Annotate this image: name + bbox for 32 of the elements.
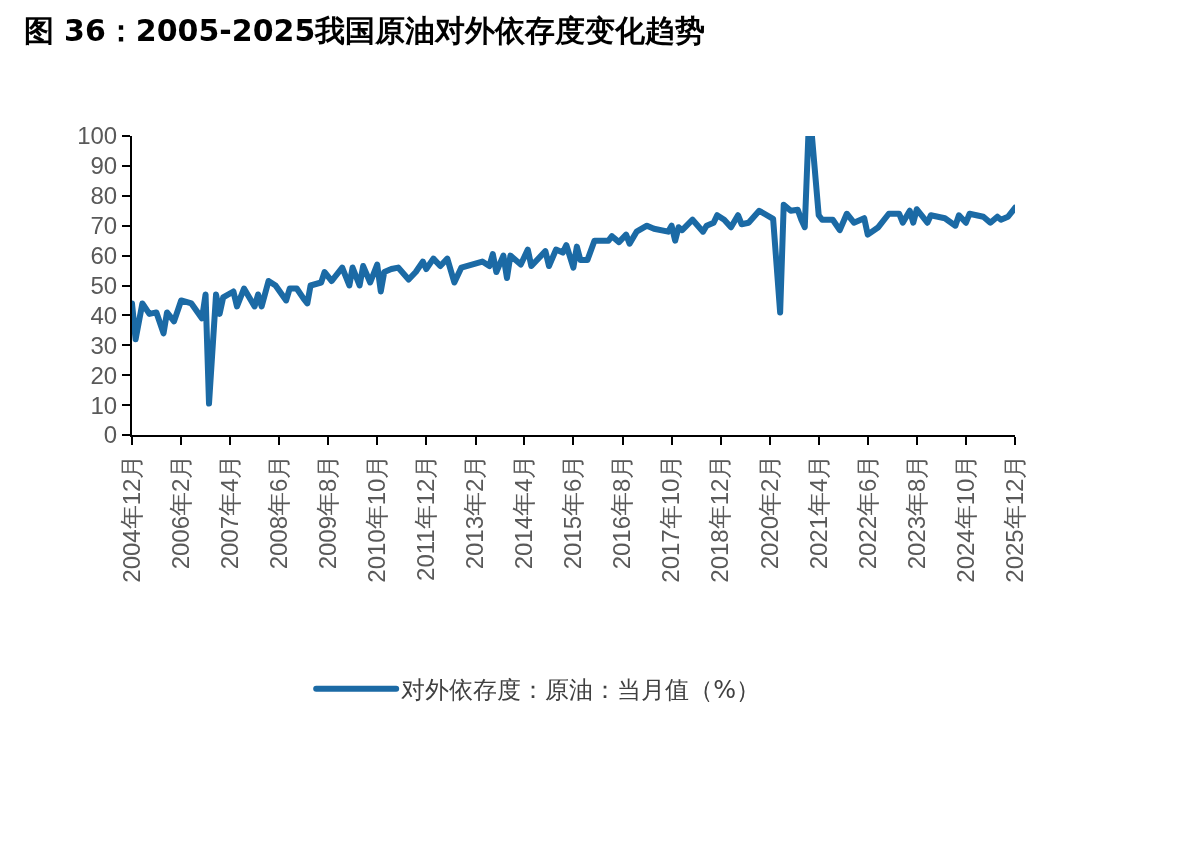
- x-tick-label: 2011年12月: [412, 454, 440, 581]
- y-tick-label: 40: [90, 301, 118, 329]
- y-tick-label: 80: [90, 182, 118, 210]
- x-tick-label: 2020年2月: [755, 454, 783, 570]
- x-tick-label: 2008年6月: [264, 454, 292, 570]
- x-tick-label: 2013年2月: [461, 454, 489, 570]
- chart-title: 图 36：2005-2025我国原油对外依存度变化趋势: [23, 12, 706, 48]
- x-tick-label: 2023年8月: [902, 454, 930, 570]
- y-tick-label: 10: [90, 391, 118, 419]
- x-tick-label: 2014年4月: [510, 454, 538, 570]
- x-tick-label: 2025年12月: [1000, 454, 1028, 583]
- x-tick-label: 2010年10月: [363, 454, 391, 583]
- y-tick-label: 70: [90, 212, 118, 240]
- legend-label: 对外依存度：原油：当月值（%）: [401, 676, 760, 705]
- y-tick-label: 0: [103, 421, 118, 449]
- x-tick-label: 2004年12月: [117, 454, 145, 583]
- y-tick-label: 30: [90, 331, 118, 359]
- x-tick-label: 2017年10月: [657, 454, 685, 583]
- x-tick-label: 2015年6月: [559, 454, 587, 570]
- x-tick-label: 2009年8月: [313, 454, 341, 570]
- y-tick-label: 20: [90, 361, 118, 389]
- x-tick-label: 2022年6月: [853, 454, 881, 570]
- y-tick-label: 100: [77, 122, 118, 150]
- x-tick-label: 2007年4月: [215, 454, 243, 570]
- y-tick-label: 90: [90, 152, 118, 180]
- x-tick-label: 2016年8月: [608, 454, 636, 570]
- y-tick-label: 60: [90, 242, 118, 269]
- x-tick-label: 2018年12月: [706, 454, 734, 583]
- x-tick-label: 2024年10月: [951, 454, 979, 583]
- x-tick-label: 2006年2月: [166, 454, 194, 570]
- x-tick-label: 2021年4月: [804, 454, 832, 570]
- y-tick-label: 50: [90, 271, 118, 299]
